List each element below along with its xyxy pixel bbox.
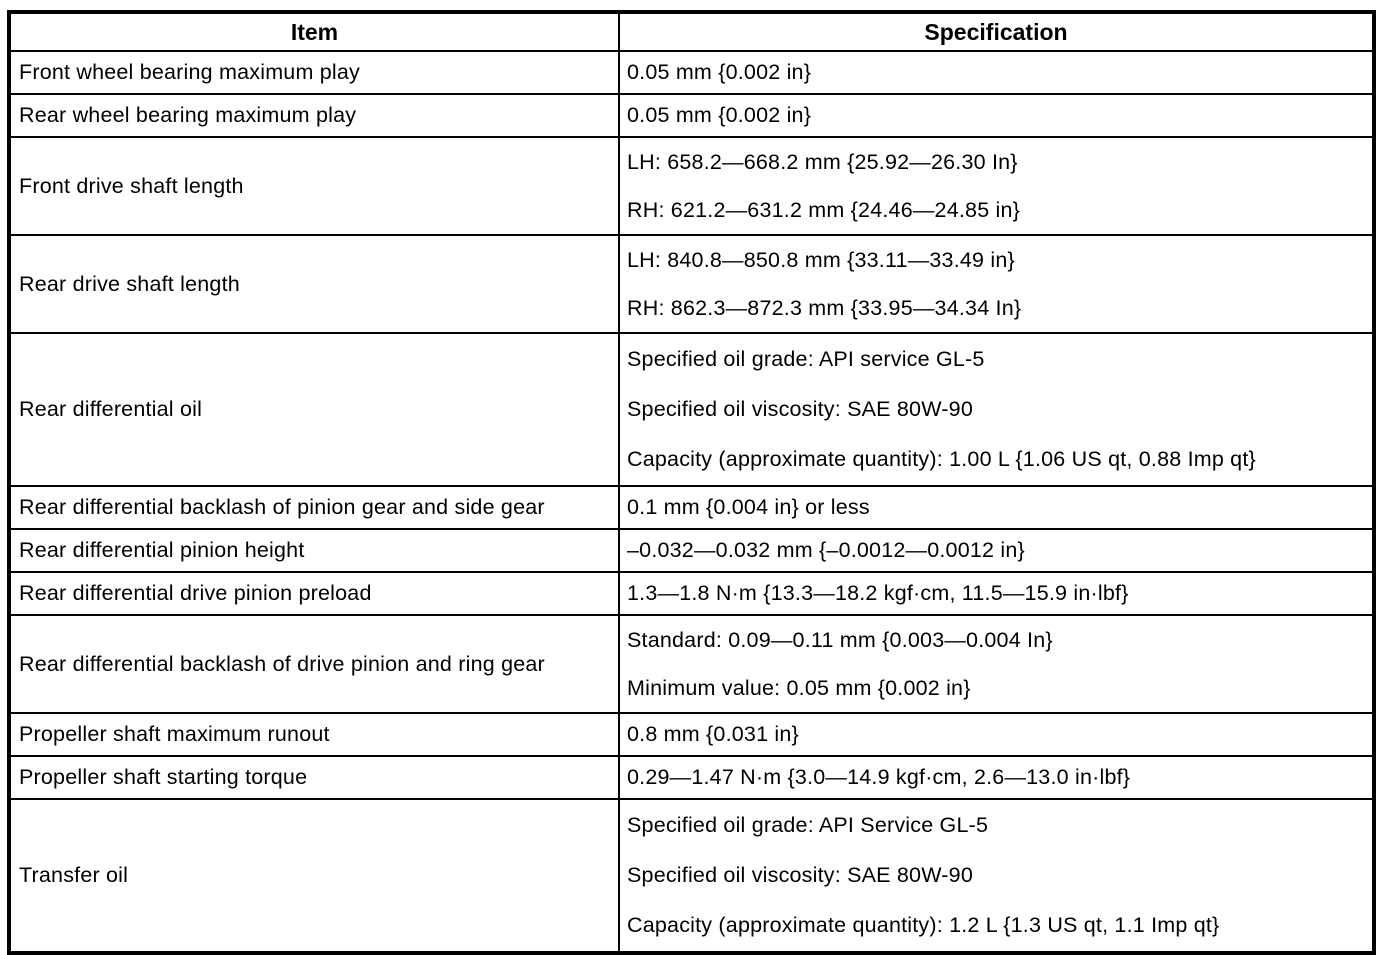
item-cell: Rear differential drive pinion preload (8, 571, 620, 616)
spec-cell: –0.032—0.032 mm {–0.0012—0.0012 in} (618, 528, 1375, 573)
spec-cell: Specified oil grade: API Service GL-5 Sp… (618, 798, 1375, 954)
specification-table: Item Specification Front wheel bearing m… (7, 10, 1376, 955)
spec-cell: 1.3—1.8 N·m {13.3—18.2 kgf·cm, 11.5—15.9… (618, 571, 1375, 616)
item-cell: Rear differential oil (8, 332, 620, 487)
item-cell: Rear differential backlash of pinion gea… (8, 485, 620, 530)
table-row: Rear drive shaft length LH: 840.8—850.8 … (8, 234, 1375, 334)
spec-line: RH: 621.2—631.2 mm {24.46—24.85 in} (627, 197, 1021, 222)
spec-line: Specified oil viscosity: SAE 80W-90 (627, 862, 973, 887)
spec-line: Capacity (approximate quantity): 1.2 L {… (627, 913, 1220, 938)
header-specification: Specification (618, 11, 1375, 52)
spec-line: LH: 658.2—668.2 mm {25.92—26.30 In} (627, 149, 1018, 174)
item-cell: Rear differential backlash of drive pini… (8, 614, 620, 714)
spec-line: RH: 862.3—872.3 mm {33.95—34.34 In} (627, 295, 1022, 320)
table-row: Front drive shaft length LH: 658.2—668.2… (8, 136, 1375, 236)
spec-cell: LH: 658.2—668.2 mm {25.92—26.30 In} RH: … (618, 136, 1375, 236)
item-cell: Rear differential pinion height (8, 528, 620, 573)
table-row: Rear differential pinion height –0.032—0… (8, 528, 1375, 573)
spec-line: Standard: 0.09—0.11 mm {0.003—0.004 In} (627, 627, 1053, 652)
spec-line: 0.05 mm {0.002 in} (627, 103, 812, 127)
spec-line: 0.8 mm {0.031 in} (627, 722, 799, 746)
item-cell: Front drive shaft length (8, 136, 620, 236)
spec-cell: 0.29—1.47 N·m {3.0—14.9 kgf·cm, 2.6—13.0… (618, 755, 1375, 800)
table-row: Rear differential oil Specified oil grad… (8, 332, 1375, 487)
spec-line: Minimum value: 0.05 mm {0.002 in} (627, 675, 971, 700)
spec-line: 1.3—1.8 N·m {13.3—18.2 kgf·cm, 11.5—15.9… (627, 581, 1129, 605)
table-row: Propeller shaft starting torque 0.29—1.4… (8, 755, 1375, 800)
item-cell: Transfer oil (8, 798, 620, 954)
spec-cell: Standard: 0.09—0.11 mm {0.003—0.004 In} … (618, 614, 1375, 714)
table-row: Rear differential drive pinion preload 1… (8, 571, 1375, 616)
spec-cell: 0.05 mm {0.002 in} (618, 93, 1375, 138)
spec-line: 0.29—1.47 N·m {3.0—14.9 kgf·cm, 2.6—13.0… (627, 765, 1131, 789)
spec-line: LH: 840.8—850.8 mm {33.11—33.49 in} (627, 247, 1015, 272)
item-cell: Rear wheel bearing maximum play (8, 93, 620, 138)
spec-line: 0.05 mm {0.002 in} (627, 60, 812, 84)
header-row: Item Specification (8, 11, 1375, 52)
table-row: Propeller shaft maximum runout 0.8 mm {0… (8, 712, 1375, 757)
spec-cell: 0.05 mm {0.002 in} (618, 50, 1375, 95)
item-cell: Front wheel bearing maximum play (8, 50, 620, 95)
spec-line: Specified oil grade: API Service GL-5 (627, 812, 989, 837)
spec-cell: Specified oil grade: API service GL-5 Sp… (618, 332, 1375, 487)
spec-line: 0.1 mm {0.004 in} or less (627, 495, 870, 519)
table-row: Rear differential backlash of pinion gea… (8, 485, 1375, 530)
spec-line: –0.032—0.032 mm {–0.0012—0.0012 in} (627, 538, 1025, 562)
spec-cell: 0.8 mm {0.031 in} (618, 712, 1375, 757)
item-cell: Propeller shaft starting torque (8, 755, 620, 800)
table-row: Rear wheel bearing maximum play 0.05 mm … (8, 93, 1375, 138)
spec-cell: LH: 840.8—850.8 mm {33.11—33.49 in} RH: … (618, 234, 1375, 334)
item-cell: Propeller shaft maximum runout (8, 712, 620, 757)
spec-line: Specified oil viscosity: SAE 80W-90 (627, 396, 973, 421)
table-row: Front wheel bearing maximum play 0.05 mm… (8, 50, 1375, 95)
spec-line: Capacity (approximate quantity): 1.00 L … (627, 447, 1256, 472)
spec-line: Specified oil grade: API service GL-5 (627, 346, 985, 371)
table-row: Rear differential backlash of drive pini… (8, 614, 1375, 714)
spec-cell: 0.1 mm {0.004 in} or less (618, 485, 1375, 530)
table-row: Transfer oil Specified oil grade: API Se… (8, 798, 1375, 954)
item-cell: Rear drive shaft length (8, 234, 620, 334)
header-item: Item (8, 11, 620, 52)
